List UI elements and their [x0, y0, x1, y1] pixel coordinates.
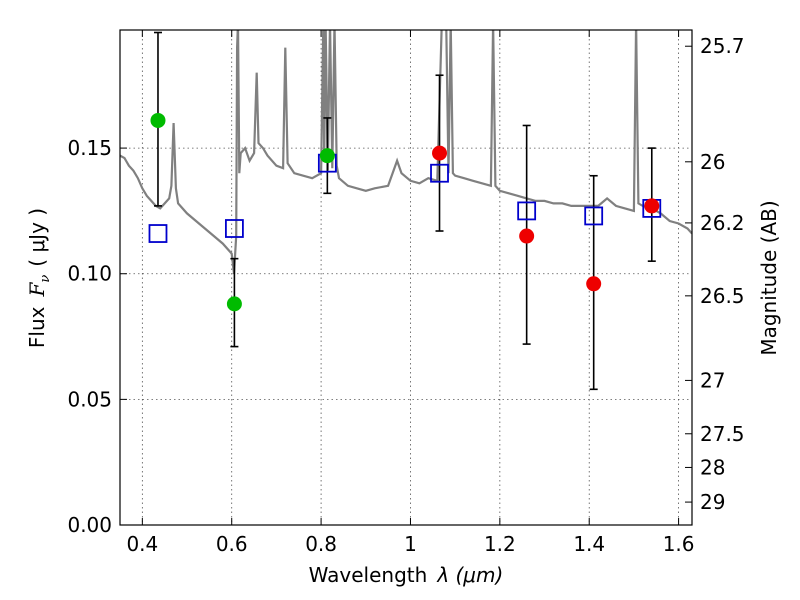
error-bars	[153, 31, 656, 391]
x-tick-label: 0.6	[216, 532, 248, 556]
model-photometry-square	[148, 224, 168, 243]
y-tick-label: 0.00	[67, 513, 112, 537]
mag-tick-label: 29	[700, 490, 725, 514]
y-tick-label: 0.10	[67, 262, 112, 286]
observed-nir-point	[586, 276, 602, 292]
y-axis-label-unit: ( μJy )	[25, 208, 49, 267]
grid-lines	[120, 30, 692, 526]
data-markers	[148, 112, 662, 312]
model-spectrum-line	[120, 30, 692, 274]
x-axis-label: Wavelength λ (μm)	[309, 563, 504, 587]
mag-tick-label: 28	[700, 455, 725, 479]
x-axis-label-math: λ (μm)	[436, 563, 503, 587]
model-photometry-square	[224, 219, 244, 238]
mag-tick-label: 26.2	[700, 211, 745, 235]
mag-tick-label: 26.5	[700, 284, 745, 308]
y-axis-label-symbol: F	[25, 282, 49, 298]
y-axis-label-subscript: ν	[38, 275, 53, 283]
observed-nir-point	[432, 145, 448, 161]
plot-frame	[119, 29, 693, 526]
axis-ticks: 0.4 0.6 0.8 1 1.2 1.4 1.6 0.00 0.05 0.10 0.15 25.7 2…	[67, 30, 745, 556]
observed-optical-point	[150, 112, 166, 128]
model-photometry-square	[517, 201, 537, 221]
y2-axis-label: Magnitude (AB)	[757, 200, 781, 355]
x-tick-label: 0.8	[305, 532, 337, 556]
mag-tick-label: 27	[700, 368, 725, 392]
model-photometry-square	[584, 206, 604, 226]
x-tick-label: 1.6	[663, 532, 695, 556]
mag-tick-label: 26	[700, 150, 725, 174]
observed-nir-point	[644, 198, 660, 214]
y-tick-label: 0.05	[67, 387, 112, 411]
observed-optical-point	[319, 148, 335, 164]
x-tick-label: 1	[404, 532, 417, 556]
model-photometry-square	[430, 163, 449, 183]
observed-nir-point	[519, 228, 535, 244]
x-tick-label: 1.4	[573, 532, 605, 556]
observed-optical-point	[226, 296, 242, 312]
y-tick-label: 0.15	[67, 136, 112, 160]
y-axis-label: FluxFν( μJy )	[25, 208, 53, 348]
mag-tick-label: 27.5	[700, 422, 745, 446]
x-tick-label: 1.2	[484, 532, 516, 556]
x-tick-label: 0.4	[126, 532, 158, 556]
mag-tick-label: 25.7	[700, 34, 745, 58]
